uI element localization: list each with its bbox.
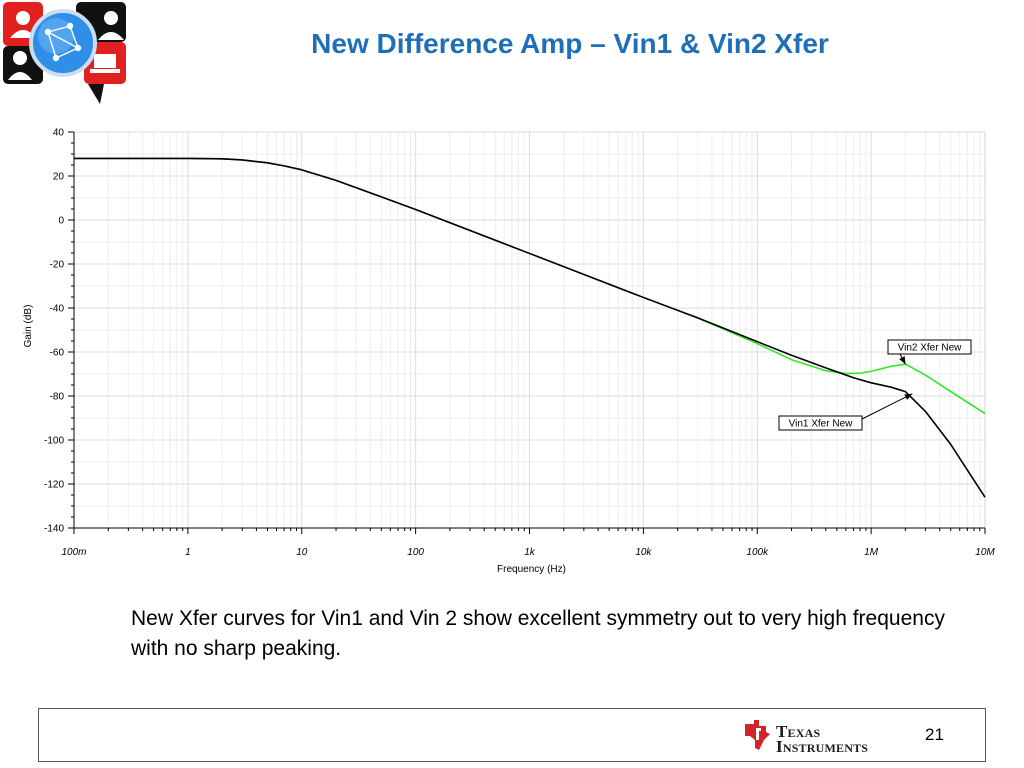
annotation-leader (859, 393, 913, 421)
laptop-shape (94, 54, 116, 68)
page-number: 21 (925, 725, 944, 744)
laptop-base-shape (90, 69, 120, 73)
company-name-line1: TEXAS (776, 722, 820, 742)
annotation-arrowhead (904, 393, 913, 400)
y-tick-label: -40 (50, 304, 65, 315)
y-tick-label: -120 (44, 480, 64, 491)
x-axis-title: Frequency (Hz) (497, 564, 566, 575)
slide-title: New Difference Amp – Vin1 & Vin2 Xfer (311, 28, 829, 59)
y-tick-label: -140 (44, 524, 64, 535)
x-tick-label: 1k (524, 547, 536, 558)
y-tick-label: -80 (50, 392, 65, 403)
person-body-3-shape (8, 72, 32, 80)
y-tick-label: -60 (50, 348, 65, 359)
person-head-3-shape (13, 51, 27, 65)
footer-box (38, 708, 986, 762)
y-tick-label: 20 (53, 172, 65, 183)
person-head-1-shape (16, 11, 30, 25)
y-tick-label: 0 (58, 216, 64, 227)
x-tick-label: 10M (975, 547, 995, 558)
person-head-2-shape (104, 11, 118, 25)
y-axis-title: Gain (dB) (23, 305, 34, 348)
texas-instruments-logo-icon (745, 720, 770, 750)
x-tick-label: 100k (746, 547, 769, 558)
gain-chart: 40 20 0 -20 -40 -60 -80 -100 -120 -140 100m 1 10 100 1… (23, 128, 995, 576)
x-tick-label: 10k (635, 547, 652, 558)
person-body-2-shape (98, 32, 124, 40)
bubble-tail-shape (88, 84, 104, 104)
slide-caption: New Xfer curves for Vin1 and Vin 2 show … (131, 607, 945, 660)
x-tick-label: 1 (185, 547, 191, 558)
annotation-label: Vin1 Xfer New (789, 419, 854, 430)
network-people-globe-icon (3, 2, 126, 104)
y-tick-label: -100 (44, 436, 64, 447)
x-tick-label: 10 (296, 547, 308, 558)
x-tick-label: 1M (864, 547, 879, 558)
company-name-line1-text: TEXAS (776, 722, 821, 741)
y-tick-label: -20 (50, 260, 65, 271)
series-line-vin1 (74, 157, 986, 498)
annotation-label: Vin2 Xfer New (898, 343, 963, 354)
x-tick-label: 100m (61, 547, 86, 558)
annotation-arrowhead (899, 356, 906, 365)
y-tick-label: 40 (53, 128, 65, 139)
person-body-1-shape (10, 30, 36, 38)
annotation-box (778, 415, 863, 431)
company-name-line2: INSTRUMENTS (776, 737, 868, 757)
logo (0, 0, 130, 106)
network-lines-shape (44, 22, 82, 62)
annotation-box (887, 339, 972, 355)
x-tick-label: 100 (407, 547, 424, 558)
company-name-line2-text: INSTRUMENTS (776, 737, 869, 756)
